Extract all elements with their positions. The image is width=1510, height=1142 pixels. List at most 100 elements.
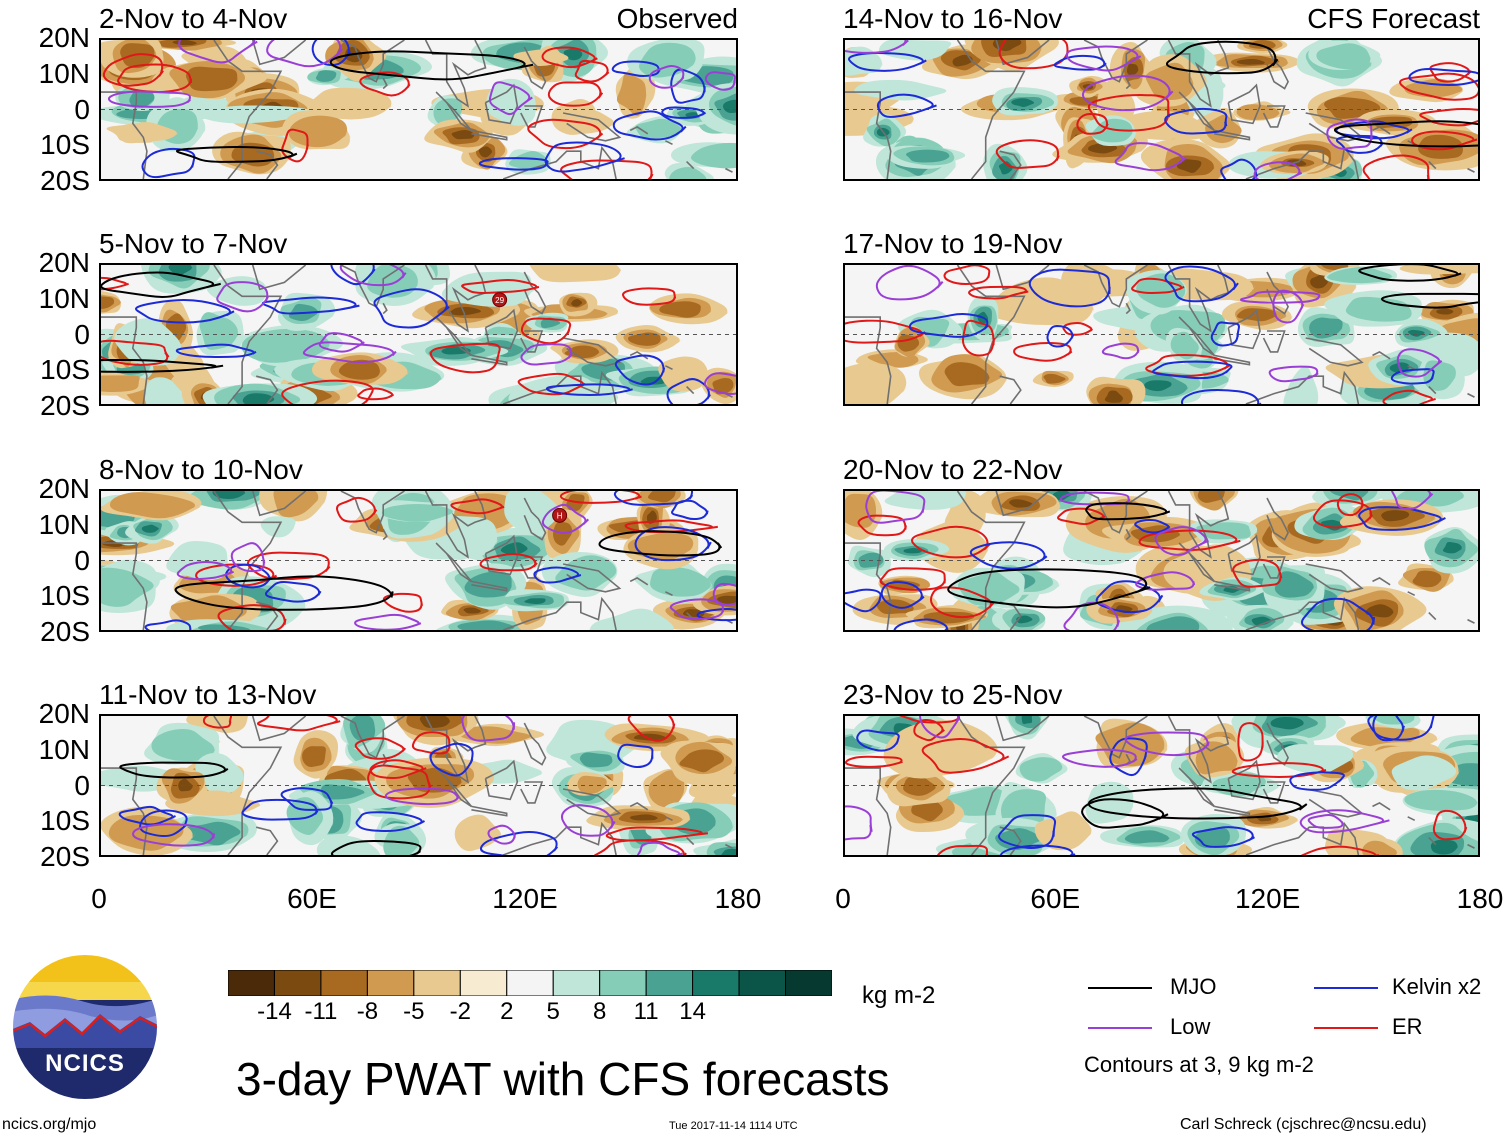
dry-anomaly	[1145, 62, 1194, 100]
coastline	[251, 40, 307, 66]
coastline	[340, 491, 405, 534]
y-tick-label: 0	[74, 93, 90, 125]
coastline	[1245, 370, 1360, 404]
kelvin-contour	[634, 526, 712, 562]
coastline	[1083, 40, 1148, 83]
pwat-map	[845, 265, 1478, 404]
er-contour	[593, 839, 687, 855]
er-contour	[1232, 558, 1283, 588]
er-contour	[541, 46, 598, 69]
kelvin-contour	[544, 141, 625, 173]
coastline	[995, 491, 1050, 517]
low-contour	[520, 343, 573, 366]
coastline	[1245, 596, 1360, 630]
er-contour	[281, 128, 309, 163]
moist-anomaly	[1021, 716, 1033, 725]
low-contour	[875, 265, 944, 301]
moist-anomaly	[1136, 273, 1187, 308]
er-contour	[547, 81, 604, 107]
y-tick-label: 20S	[40, 841, 90, 872]
legend-label-kelvin: Kelvin x2	[1392, 974, 1482, 999]
pwat-map	[845, 716, 1478, 855]
coastline	[1214, 129, 1251, 141]
coastline	[629, 350, 649, 360]
low-contour	[865, 491, 926, 524]
dry-anomaly	[987, 277, 1095, 325]
storm-marker-label: 29	[495, 296, 504, 305]
low-contour	[704, 71, 736, 91]
moist-anomaly	[1194, 827, 1231, 849]
moist-anomaly	[199, 312, 240, 350]
moist-anomaly	[884, 491, 967, 510]
er-contour	[879, 567, 946, 591]
coastline	[1125, 77, 1131, 90]
mjo-contour	[1081, 798, 1169, 829]
kelvin-contour	[118, 805, 176, 826]
kelvin-contour	[999, 844, 1076, 855]
coastline	[1167, 716, 1230, 784]
coastline	[1266, 497, 1289, 541]
kelvin-contour	[1301, 597, 1375, 630]
pwat-map	[101, 716, 736, 855]
low-contour	[1101, 342, 1140, 360]
low-contour	[1114, 142, 1187, 172]
kelvin-contour	[1152, 360, 1233, 380]
coastline	[1083, 716, 1148, 759]
coastline	[1467, 618, 1475, 624]
er-contour	[369, 759, 427, 780]
er-contour	[429, 342, 501, 374]
dry-anomaly	[1412, 570, 1442, 588]
legend-line-mjo	[1088, 987, 1152, 989]
kelvin-contour	[1134, 518, 1171, 534]
kelvin-contour	[175, 343, 257, 358]
kelvin-contour	[1180, 388, 1262, 404]
legend-line-er	[1314, 1027, 1378, 1029]
er-contour	[574, 59, 610, 83]
coastline	[1083, 491, 1148, 534]
map-panel: H	[99, 489, 738, 632]
y-tick-label: 20S	[40, 616, 90, 647]
mjo-contour	[1085, 502, 1171, 521]
dry-anomaly	[178, 778, 194, 792]
coastline	[1262, 556, 1286, 579]
er-contour	[845, 319, 926, 344]
dry-anomaly	[1236, 104, 1281, 121]
coastline	[251, 716, 307, 742]
er-contour	[1432, 809, 1468, 841]
storm-marker: 29	[492, 292, 508, 308]
er-contour	[335, 496, 378, 523]
low-contour	[1268, 365, 1319, 383]
coastline	[484, 759, 519, 801]
moist-anomaly	[563, 47, 583, 61]
moist-anomaly	[1404, 789, 1478, 811]
er-contour	[354, 737, 407, 760]
mjo-contour	[1165, 40, 1279, 75]
low-contour	[845, 805, 873, 841]
panel-source-label: Observed	[616, 3, 738, 34]
er-contour	[968, 285, 1029, 300]
panel-title: 2-Nov to 4-Nov	[99, 3, 288, 34]
er-contour	[102, 53, 164, 87]
kelvin-contour	[533, 566, 582, 584]
er-contour	[1399, 72, 1478, 101]
coastline	[471, 129, 508, 141]
legend-item-er: ER	[1306, 1014, 1506, 1044]
storm-marker-dot	[552, 507, 568, 523]
coastline	[562, 112, 622, 142]
coastline	[1407, 365, 1416, 371]
coastline	[1428, 612, 1437, 621]
low-contour	[845, 40, 909, 54]
coastline	[665, 140, 673, 146]
kelvin-contour	[1191, 826, 1255, 848]
coastline	[686, 161, 695, 170]
colorbar-tick: -5	[403, 998, 425, 1025]
colorbar	[227, 969, 833, 997]
dry-anomaly	[1236, 58, 1266, 65]
colorbar-swatch	[273, 969, 322, 997]
legend-item-mjo: MJO	[1080, 974, 1280, 1004]
low-contour	[1239, 290, 1321, 304]
coastline	[435, 767, 473, 808]
er-contour	[1411, 130, 1478, 151]
legend-label-mjo: MJO	[1170, 974, 1217, 999]
low-contour	[1062, 748, 1138, 768]
